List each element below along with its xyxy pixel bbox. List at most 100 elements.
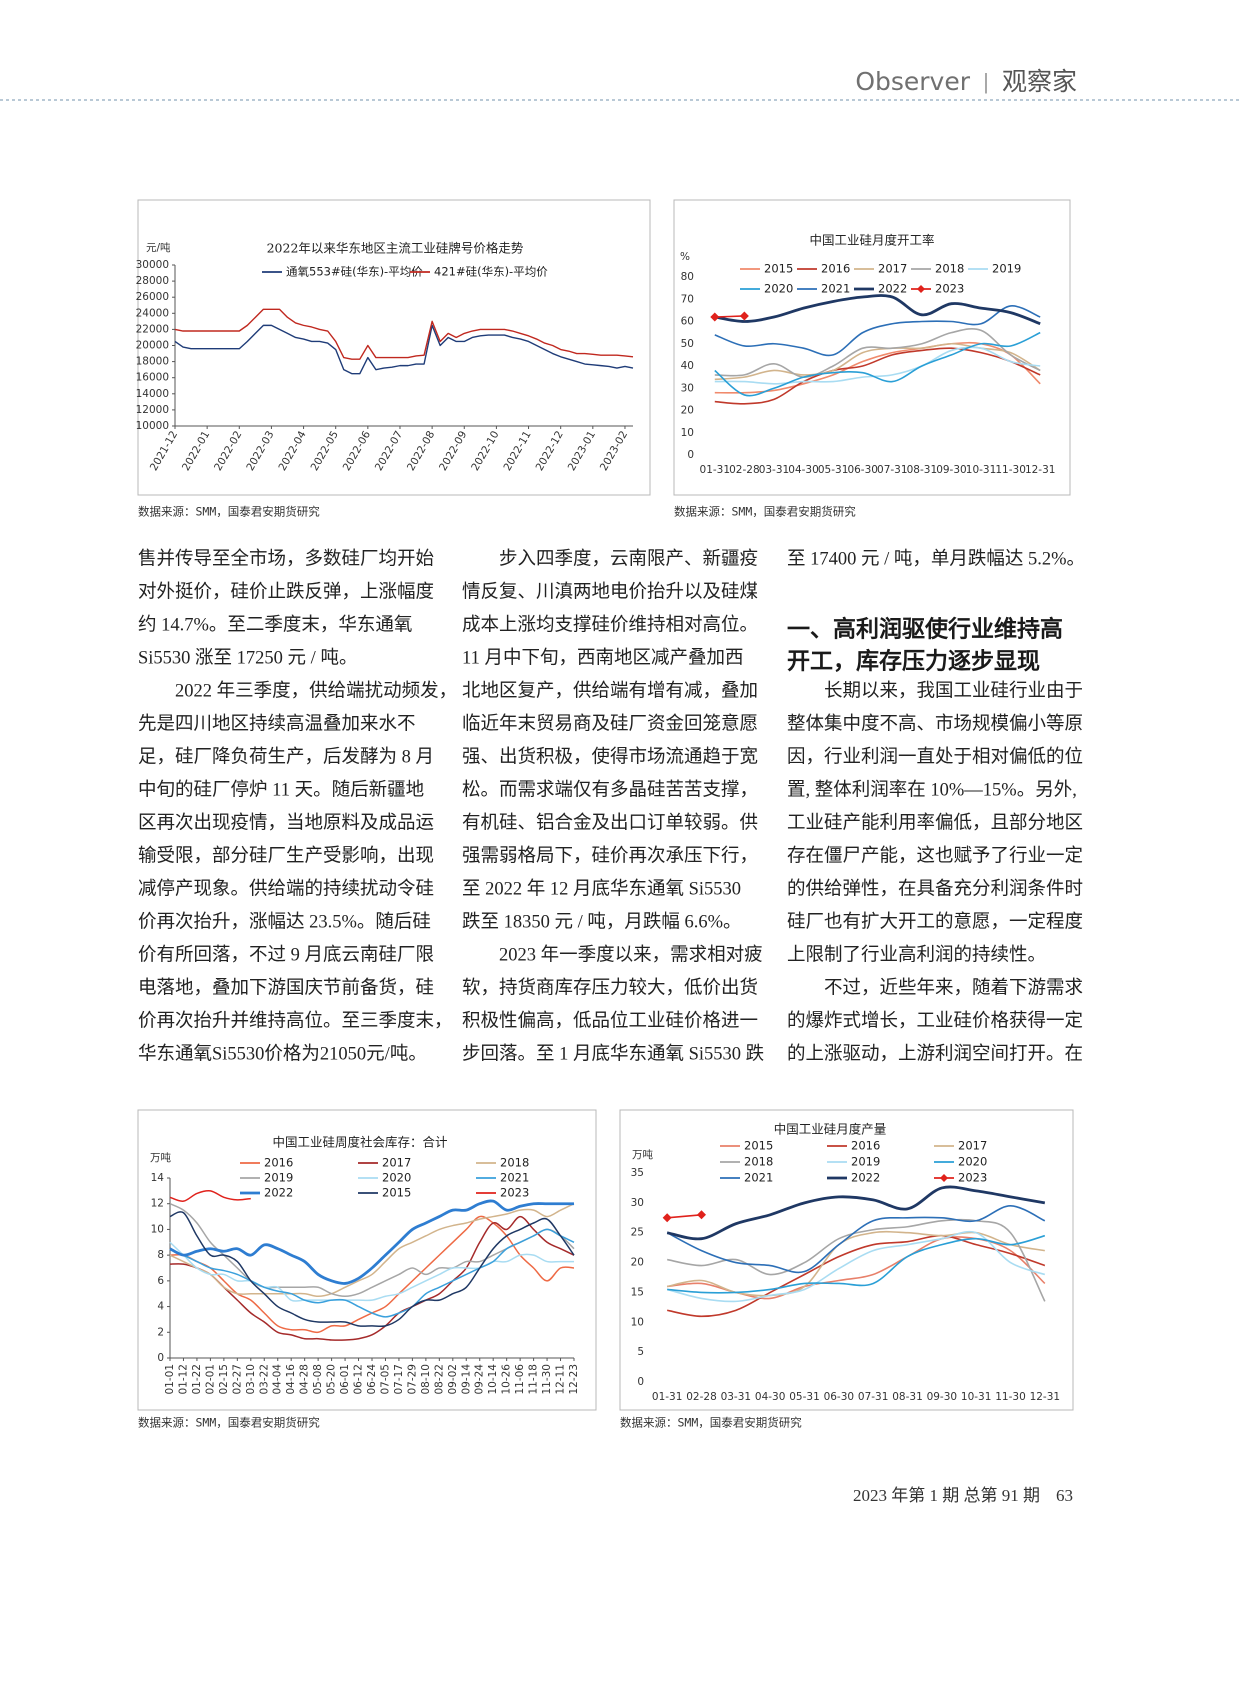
legend-label: 2017 <box>382 1156 411 1170</box>
y-tick-label: 4 <box>157 1301 164 1313</box>
y-tick-label: 30000 <box>136 259 169 271</box>
series-line <box>169 1199 574 1285</box>
legend-label: 2016 <box>264 1156 293 1170</box>
y-tick-label: 6 <box>157 1275 164 1287</box>
y-tick-label: 0 <box>157 1352 164 1364</box>
x-tick-label: 12-31 <box>1025 464 1056 476</box>
x-tick-label: 07-29 <box>406 1364 418 1395</box>
x-tick-label: 06-01 <box>339 1364 351 1395</box>
y-tick-label: 2 <box>157 1326 164 1338</box>
x-tick-label: 2021-12 <box>148 429 180 473</box>
section-heading: 开工，库存压力逐步显现 <box>787 648 1040 675</box>
x-tick-label: 01-31 <box>652 1391 683 1403</box>
body-line: Si5530 涨至 17250 元 / 吨。 <box>138 647 357 668</box>
body-line: 减停产现象。供给端的持续扰动令硅 <box>138 878 434 899</box>
chart-frame <box>619 1109 1074 1411</box>
y-tick-label: 10000 <box>136 420 169 432</box>
x-tick-label: 2022-04 <box>276 429 308 473</box>
body-line: 积极性偏高，低品位工业硅价格进一 <box>462 1010 758 1031</box>
body-line: 存在僵尸产能，这也赋予了行业一定 <box>787 845 1083 866</box>
x-tick-label: 2022-12 <box>534 429 566 473</box>
x-tick-label: 12-23 <box>568 1364 580 1395</box>
body-line: 步回落。至 1 月底华东通氧 Si5530 跌 <box>462 1043 764 1064</box>
series-line <box>667 1218 1046 1302</box>
series-line <box>169 1241 574 1302</box>
series-line <box>169 1203 575 1298</box>
body-line: 至 2022 年 12 月底华东通氧 Si5530 <box>462 878 741 899</box>
legend-label: 2023 <box>935 282 964 296</box>
x-tick-label: 07-31 <box>877 464 908 476</box>
body-line: 2022 年三季度，供给端扰动频发， <box>175 680 457 701</box>
y-tick-label: 10 <box>151 1223 164 1235</box>
body-line: 上限制了行业高利润的持续性。 <box>787 944 1046 965</box>
chart-frame <box>137 1109 597 1411</box>
x-tick-label: 05-31 <box>789 1391 820 1403</box>
body-line: 输受限，部分硅厂生产受影响，出现 <box>138 845 434 866</box>
body-line: 至 17400 元 / 吨，单月跌幅达 5.2%。 <box>787 548 1085 569</box>
body-line: 整体集中度不高、市场规模偏小等原 <box>787 713 1083 734</box>
x-tick-label: 01-22 <box>191 1364 203 1395</box>
y-tick-label: 40 <box>681 360 694 372</box>
legend-label: 2015 <box>744 1139 773 1153</box>
chart-title: 2022年以来华东地区主流工业硅牌号价格走势 <box>267 241 524 256</box>
legend-marker <box>940 1174 948 1182</box>
body-line: 有机硅、铝合金及出口订单较弱。供 <box>462 812 758 833</box>
x-tick-label: 02-28 <box>686 1391 717 1403</box>
legend-label: 通氧553#硅(华东)-平均价 <box>286 265 423 279</box>
x-tick-label: 05-20 <box>326 1364 338 1395</box>
legend-label: 2018 <box>500 1156 529 1170</box>
series-line <box>169 1215 575 1341</box>
x-tick-label: 08-10 <box>420 1364 432 1395</box>
x-tick-label: 09-30 <box>936 464 967 476</box>
x-tick-label: 03-31 <box>721 1391 752 1403</box>
chart-title: 中国工业硅月度开工率 <box>809 233 934 248</box>
body-line: 北地区复产，供给端有增有减，叠加 <box>462 680 758 701</box>
body-line: 工业硅产能利用率偏低，且部分地区 <box>787 812 1083 833</box>
y-tick-label: 28000 <box>136 275 169 287</box>
y-tick-label: 5 <box>637 1346 644 1358</box>
x-tick-label: 09-02 <box>447 1364 459 1395</box>
legend-label: 2018 <box>935 262 964 276</box>
y-tick-label: 30 <box>631 1197 644 1209</box>
y-tick-label: 60 <box>681 316 694 328</box>
x-tick-label: 2022-03 <box>244 429 276 473</box>
y-tick-label: 0 <box>687 449 694 461</box>
series-line <box>666 1205 1046 1274</box>
y-tick-label: 14 <box>151 1172 165 1184</box>
legend-label: 2020 <box>764 282 793 296</box>
body-line: 2023 年一季度以来，需求相对疲 <box>499 944 763 965</box>
x-tick-label: 11-18 <box>528 1364 540 1395</box>
x-tick-label: 10-26 <box>501 1364 513 1395</box>
x-tick-label: 03-10 <box>245 1364 257 1395</box>
x-tick-label: 07-17 <box>393 1364 405 1395</box>
x-tick-label: 2022-09 <box>437 429 469 473</box>
x-tick-label: 03-22 <box>258 1364 270 1395</box>
body-line: 软，持货商库存压力较大，低价出货 <box>462 977 758 998</box>
x-tick-label: 01-12 <box>177 1364 189 1395</box>
y-tick-label: 10 <box>681 427 694 439</box>
body-line: 中旬的硅厂停炉 11 天。随后新疆地 <box>138 779 424 800</box>
x-tick-label: 03-31 <box>759 464 790 476</box>
page-number: 63 <box>1056 1486 1073 1505</box>
legend-label: 2022 <box>264 1186 293 1200</box>
x-tick-label: 07-05 <box>379 1364 391 1395</box>
chart-frame <box>137 199 651 496</box>
x-tick-label: 2022-06 <box>341 429 373 473</box>
series-line <box>714 305 1041 357</box>
series-line <box>174 324 634 375</box>
body-line: 情反复、川滇两地电价抬升以及硅煤 <box>462 581 758 602</box>
chart-source: 数据来源：SMM，国泰君安期货研究 <box>138 505 320 519</box>
x-tick-label: 05-08 <box>312 1364 324 1395</box>
body-line: 步入四季度，云南限产、新疆疫 <box>499 548 758 569</box>
legend-label: 2020 <box>382 1171 411 1185</box>
section-heading: 一、高利润驱使行业维持高 <box>787 616 1063 643</box>
axis-unit: 万吨 <box>632 1148 653 1161</box>
x-tick-label: 08-31 <box>907 464 938 476</box>
x-tick-label: 10-31 <box>961 1391 992 1403</box>
x-tick-label: 2022-02 <box>212 429 244 473</box>
header-title: Observer <box>855 67 970 96</box>
legend-label: 2023 <box>500 1186 529 1200</box>
y-tick-label: 20000 <box>136 340 169 352</box>
header-subtitle: 观察家 <box>1002 67 1077 96</box>
x-tick-label: 11-30 <box>995 464 1026 476</box>
